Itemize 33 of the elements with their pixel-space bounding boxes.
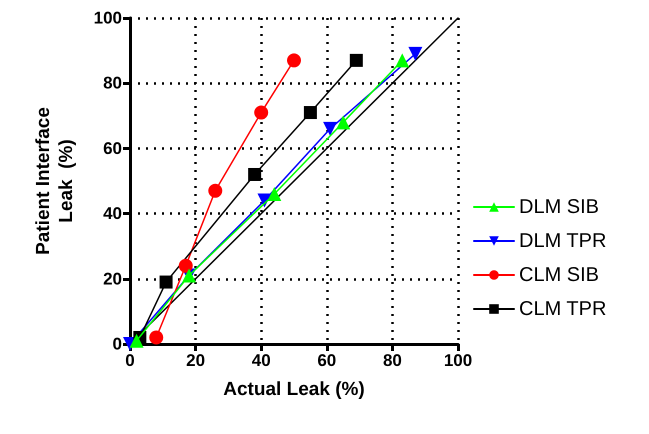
y-tick-label: 60 bbox=[103, 138, 122, 158]
point bbox=[160, 276, 173, 289]
point bbox=[248, 168, 262, 181]
point bbox=[323, 122, 338, 136]
point bbox=[208, 184, 222, 198]
y-tick-label: 80 bbox=[103, 74, 122, 93]
x-tick-label: 100 bbox=[444, 351, 472, 370]
legend-label: CLM TPR bbox=[519, 298, 606, 320]
x-tick-label: 20 bbox=[186, 351, 206, 370]
x-tick-label: 0 bbox=[125, 351, 135, 370]
point bbox=[395, 53, 410, 68]
legend-label: DLM TPR bbox=[519, 230, 606, 252]
point bbox=[304, 106, 317, 120]
point bbox=[130, 334, 144, 348]
x-axis-title: Actual Leak (%) bbox=[223, 379, 365, 400]
point bbox=[287, 53, 301, 68]
point bbox=[350, 54, 363, 67]
point bbox=[149, 330, 164, 344]
x-tick-label: 40 bbox=[252, 351, 271, 370]
x-tick-label: 80 bbox=[382, 351, 402, 370]
y-tick-label: 40 bbox=[103, 204, 122, 224]
point bbox=[254, 106, 268, 120]
point bbox=[336, 115, 350, 130]
x-tick-label: 60 bbox=[317, 351, 336, 370]
y-axis-title: Patient Interface Leak (%) bbox=[33, 107, 77, 255]
legend-label: DLM SIB bbox=[519, 196, 600, 218]
y-tick-label: 0 bbox=[112, 334, 122, 354]
point bbox=[408, 46, 422, 61]
y-tick-label: 100 bbox=[94, 8, 122, 28]
point bbox=[267, 187, 282, 202]
legend-label: CLM SIB bbox=[519, 264, 600, 286]
y-tick-label: 20 bbox=[103, 269, 122, 288]
point bbox=[178, 258, 193, 273]
